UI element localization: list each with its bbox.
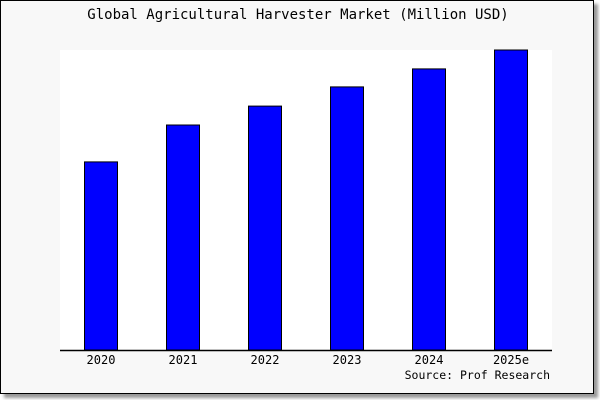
x-tick-label: 2022 [251, 353, 280, 367]
chart-title: Global Agricultural Harvester Market (Mi… [87, 7, 508, 23]
plot-area [60, 50, 552, 350]
x-tick-label: 2020 [87, 353, 116, 367]
x-tick-label: 2024 [415, 353, 444, 367]
bar-2023 [330, 86, 364, 351]
bar-2025e [494, 49, 528, 351]
x-tick-label: 2021 [169, 353, 198, 367]
source-label: Source: Prof Research [405, 368, 550, 382]
x-tick-label: 2023 [333, 353, 362, 367]
bar-2022 [248, 105, 282, 351]
bar-2024 [412, 68, 446, 351]
bar-2021 [166, 124, 200, 351]
bar-2020 [84, 161, 118, 351]
x-tick-label: 2025e [493, 353, 529, 367]
